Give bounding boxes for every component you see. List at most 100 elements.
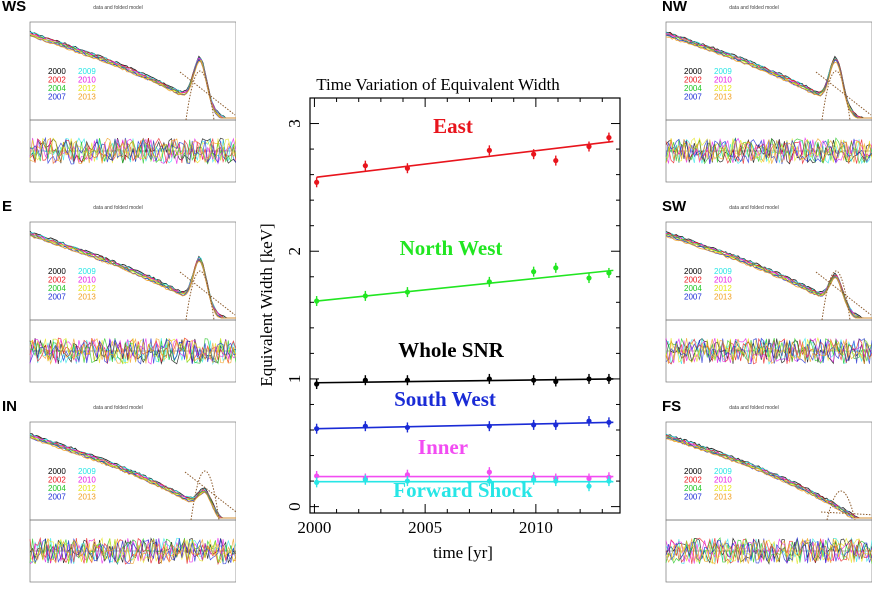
panel-label: FS xyxy=(662,398,682,415)
residual-curve xyxy=(29,538,236,564)
legend-year: 2009 xyxy=(714,267,732,276)
legend-year: 2002 xyxy=(684,276,702,285)
data-point xyxy=(586,483,592,489)
spectrum-curve xyxy=(29,435,236,519)
plot-frame xyxy=(309,97,621,514)
legend-year: 2004 xyxy=(48,484,66,493)
year-legend: 2000 2009 2002 2010 2004 2012 2007 2013 xyxy=(48,67,96,102)
model-line-continuum xyxy=(179,271,236,316)
panel-in: 2000 2009 2002 2010 2004 2012 2007 2013 IN data a… xyxy=(0,398,236,598)
model-line-peak xyxy=(190,470,220,521)
spectrum-curve xyxy=(29,35,236,119)
data-point xyxy=(606,376,612,382)
spectrum-curve xyxy=(665,235,872,319)
data-point xyxy=(404,472,411,478)
legend-year: 2013 xyxy=(78,293,96,302)
series-north-west: North West xyxy=(314,236,614,307)
data-point xyxy=(314,381,320,387)
y-tick-label: 0 xyxy=(285,502,304,511)
axis-ticks: 2000 2005 2010 0 1 2 3 xyxy=(285,98,620,537)
legend-year: 2010 xyxy=(78,476,96,485)
data-point xyxy=(553,265,559,271)
data-point xyxy=(606,478,612,484)
legend-year: 2012 xyxy=(714,284,732,293)
legend-year: 2007 xyxy=(684,93,702,102)
residual-curve xyxy=(665,137,872,165)
series-label: North West xyxy=(400,236,503,260)
fit-line xyxy=(316,140,614,178)
panel-label: WS xyxy=(2,0,27,15)
legend-year: 2010 xyxy=(714,76,732,85)
legend-year: 2010 xyxy=(78,76,96,85)
model-line-peak xyxy=(821,70,851,121)
legend-year: 2002 xyxy=(684,76,702,85)
series-label: Whole SNR xyxy=(398,338,504,362)
residual-curve xyxy=(665,538,872,565)
y-tick-label: 2 xyxy=(285,247,304,256)
model-line-continuum xyxy=(815,71,872,116)
legend-year: 2000 xyxy=(684,467,702,476)
model-line-continuum xyxy=(179,71,236,116)
series-label: South West xyxy=(394,387,496,411)
data-point xyxy=(362,477,368,483)
legend-year: 2013 xyxy=(78,93,96,102)
data-point xyxy=(586,275,592,281)
y-axis-label: Equivalent Width [keV] xyxy=(257,223,276,386)
residual-curve xyxy=(29,337,236,366)
legend-year: 2000 xyxy=(48,467,66,476)
series-label: Inner xyxy=(418,435,468,459)
spectrum-curve xyxy=(29,437,236,519)
fit-line xyxy=(316,269,614,302)
data-point xyxy=(362,163,368,169)
legend-year: 2002 xyxy=(48,76,66,85)
x-tick-label: 2000 xyxy=(297,518,331,537)
data-point xyxy=(531,269,537,275)
x-tick-label: 2010 xyxy=(519,518,553,537)
main-chart-svg: Time Variation of Equivalent Width time … xyxy=(257,75,621,562)
data-point xyxy=(531,477,537,483)
residual-curve xyxy=(665,337,872,365)
residual-curve xyxy=(29,137,236,165)
x-tick-label: 2005 xyxy=(408,518,442,537)
legend-year: 2009 xyxy=(78,267,96,276)
model-line-peak xyxy=(185,70,215,121)
series-whole-snr: Whole SNR xyxy=(314,338,614,390)
legend-year: 2009 xyxy=(714,67,732,76)
data-point xyxy=(553,478,559,484)
y-tick-label: 1 xyxy=(285,375,304,384)
series-east: East xyxy=(314,114,614,188)
legend-year: 2004 xyxy=(684,84,702,93)
data-point xyxy=(486,279,492,285)
legend-year: 2013 xyxy=(78,493,96,502)
panel-svg: 2000 2009 2002 2010 2004 2012 2007 2013 xyxy=(665,21,872,183)
residual-curve xyxy=(29,538,236,565)
series-label: Forward Shock xyxy=(393,478,533,502)
residual-curve xyxy=(665,337,872,364)
panel-subtitle: data and folded model xyxy=(93,405,143,411)
legend-year: 2013 xyxy=(714,493,732,502)
legend-year: 2013 xyxy=(714,93,732,102)
data-point xyxy=(362,423,368,429)
data-point xyxy=(404,478,411,484)
data-point xyxy=(404,165,411,171)
legend-year: 2010 xyxy=(78,276,96,285)
data-point xyxy=(606,134,612,141)
legend-year: 2012 xyxy=(78,284,96,293)
data-point xyxy=(314,426,320,432)
residual-curve xyxy=(665,538,872,564)
x-axis-label: time [yr] xyxy=(433,543,493,562)
legend-year: 2010 xyxy=(714,476,732,485)
legend-year: 2012 xyxy=(78,84,96,93)
spectrum-curve xyxy=(665,438,872,519)
year-legend: 2000 2009 2002 2010 2004 2012 2007 2013 xyxy=(684,467,732,502)
legend-year: 2012 xyxy=(714,84,732,93)
panel-subtitle: data and folded model xyxy=(729,5,779,11)
panel-svg: 2000 2009 2002 2010 2004 2012 2007 2013 xyxy=(29,21,236,183)
residual-curve xyxy=(665,537,872,564)
legend-year: 2007 xyxy=(48,493,66,502)
legend-year: 2000 xyxy=(684,67,702,76)
legend-year: 2012 xyxy=(78,484,96,493)
data-point xyxy=(531,377,537,383)
legend-year: 2009 xyxy=(714,467,732,476)
main-chart: Time Variation of Equivalent Width time … xyxy=(250,70,622,589)
